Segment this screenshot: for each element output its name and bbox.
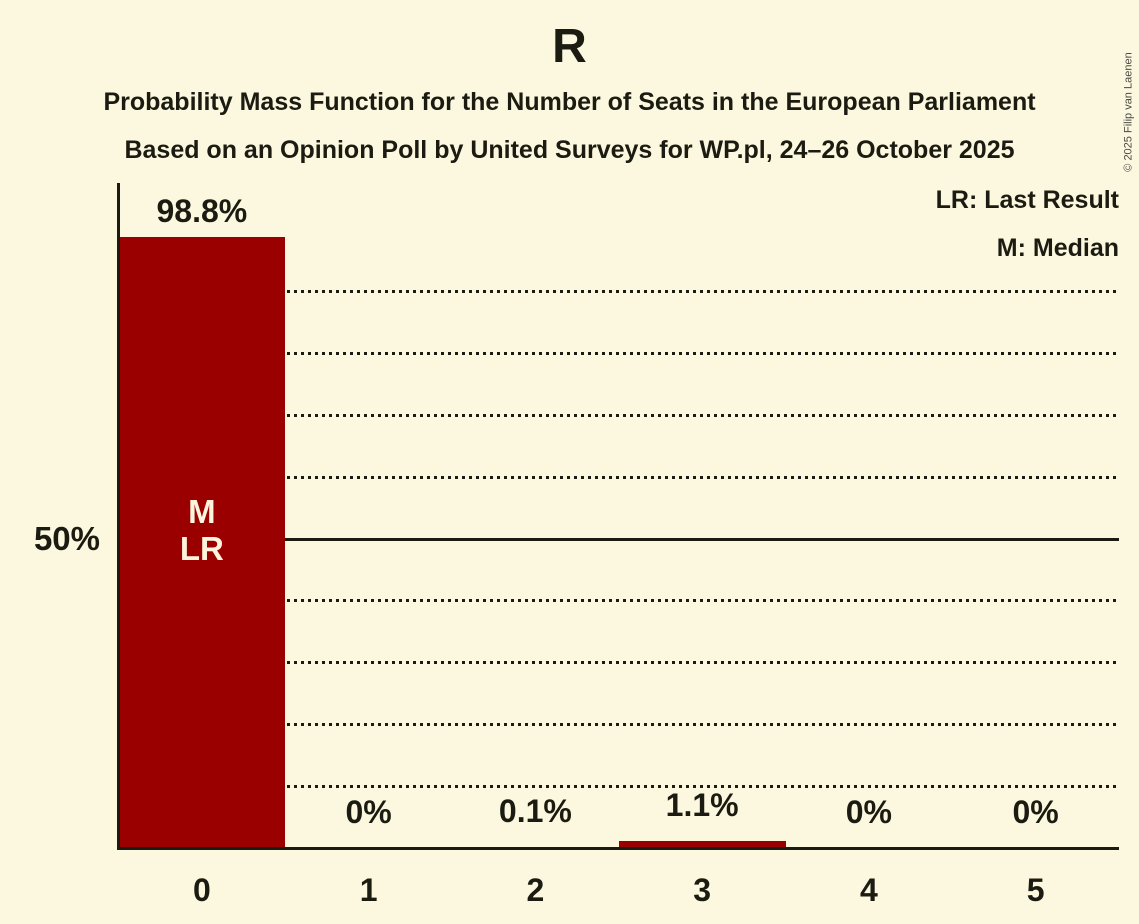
gridline-50pct-solid <box>118 537 1119 541</box>
x-axis-line <box>117 847 1119 850</box>
gridline-90pct <box>118 290 1119 294</box>
page-title: R <box>552 20 587 73</box>
legend-last-result-label: LR: Last Result <box>935 186 1119 214</box>
gridline-10pct <box>118 784 1119 788</box>
gridline-60pct <box>118 475 1119 479</box>
annotation-line-lr: LR <box>179 530 224 568</box>
x-axis-tick-label-4: 4 <box>859 872 878 908</box>
y-axis-line <box>117 183 120 849</box>
gridline-20pct <box>118 722 1119 726</box>
value-label-5: 0% <box>1012 794 1059 830</box>
x-axis-tick-label-3: 3 <box>693 872 712 908</box>
gridline-70pct <box>118 413 1119 417</box>
value-label-2: 0.1% <box>498 793 572 830</box>
legend: LR: Last Result M: Median <box>936 184 1119 280</box>
bar-annotation-median-last-result: M LR <box>119 493 286 567</box>
value-label-4: 0% <box>845 794 892 830</box>
y-axis-tick-label-50pct: 50% <box>33 520 100 557</box>
legend-median-label: M: Median <box>996 234 1119 262</box>
gridline-40pct <box>118 599 1119 603</box>
chart-subtitle-line2: Based on an Opinion Poll by United Surve… <box>124 136 1015 164</box>
x-axis-tick-label-0: 0 <box>192 872 211 908</box>
bar-0 <box>118 237 286 848</box>
gridline-30pct <box>118 661 1119 665</box>
value-label-1: 0% <box>345 794 392 830</box>
x-axis-tick-label-5: 5 <box>1026 872 1045 908</box>
x-axis-tick-label-2: 2 <box>526 872 545 908</box>
annotation-line-m: M <box>188 493 216 531</box>
gridline-80pct <box>118 352 1119 356</box>
value-label-0: 98.8% <box>156 193 248 230</box>
bar-3 <box>618 841 786 848</box>
value-label-3: 1.1% <box>665 787 739 824</box>
chart-subtitle-line1: Probability Mass Function for the Number… <box>103 88 1036 116</box>
x-axis-tick-label-1: 1 <box>359 872 378 908</box>
